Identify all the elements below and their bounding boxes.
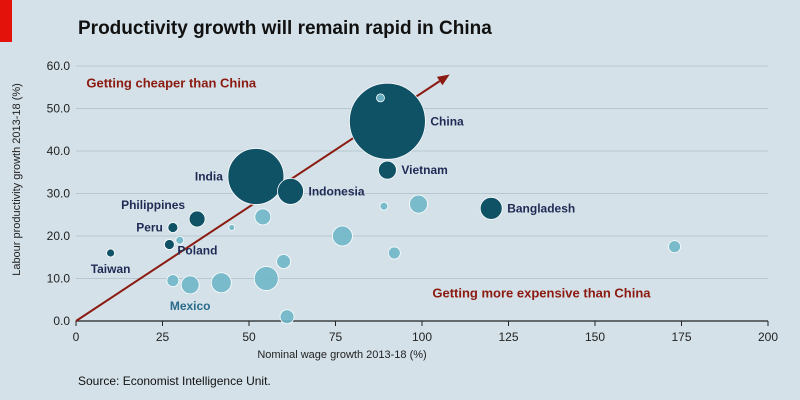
x-tick-label: 50 [242,330,256,344]
point [175,235,185,245]
point [279,309,295,325]
point [254,208,272,226]
point [409,194,428,214]
y-tick-label: 60.0 [47,59,71,73]
point-label-bangladesh: Bangladesh [507,201,575,215]
y-tick-label: 0.0 [53,314,70,328]
y-tick-label: 20.0 [47,229,71,243]
point-label-india: India [195,170,223,184]
annotation-expensive: Getting more expensive than China [432,286,651,301]
y-tick-label: 40.0 [47,144,71,158]
point-label-mexico: Mexico [170,299,211,313]
point [228,224,236,231]
point-taiwan [106,248,115,258]
brand-red-tab [0,0,12,42]
point-mexico [180,275,200,295]
point-vietnam [377,160,397,180]
point-label-peru: Peru [136,221,163,235]
point [253,266,279,291]
x-tick-label: 25 [156,330,170,344]
point [387,246,401,260]
point-peru [167,222,179,233]
point-labels: China India Indonesia Vietnam Bangladesh Phil… [91,114,576,313]
point [276,254,292,269]
x-tick-label: 75 [329,330,343,344]
point [332,225,353,247]
source-note: Source: Economist Intelligence Unit. [78,374,271,388]
point [166,274,180,288]
x-tick-label: 0 [73,330,80,344]
arrow-head [436,74,450,86]
point-label-poland: Poland [177,244,217,258]
point [376,93,385,103]
annotations: Getting cheaper than China Getting more e… [86,75,651,300]
point-philippines [188,210,206,228]
point-label-taiwan: Taiwan [91,262,131,276]
point-label-china: China [430,114,464,128]
axes: 0.0 10.0 20.0 30.0 40.0 50.0 60.0 0 25 50 75 100 125… [47,59,779,344]
y-tick-label: 10.0 [47,272,71,286]
x-tick-label: 125 [498,330,518,344]
x-tick-label: 150 [585,330,605,344]
y-tick-label: 30.0 [47,187,71,201]
y-axis-label: Labour productivity growth 2013-18 (%) [11,83,23,276]
x-axis-label: Nominal wage growth 2013-18 (%) [257,349,426,361]
chart-title: Productivity growth will remain rapid in… [78,18,492,39]
point-china [348,82,426,160]
point-indonesia [277,177,304,205]
point-label-philippines: Philippines [121,198,185,212]
point-label-vietnam: Vietnam [401,163,447,177]
data-points [106,82,681,325]
point-bangladesh [479,196,503,220]
point-label-indonesia: Indonesia [309,184,365,198]
y-tick-label: 50.0 [47,102,71,116]
annotation-cheaper: Getting cheaper than China [86,75,257,90]
x-tick-label: 175 [671,330,691,344]
point [379,201,389,211]
x-tick-label: 100 [412,330,432,344]
x-tick-label: 200 [758,330,778,344]
point-poland [164,239,175,250]
point [668,240,681,254]
point-india [227,148,285,205]
grid-lines [76,65,768,279]
point [210,272,232,294]
